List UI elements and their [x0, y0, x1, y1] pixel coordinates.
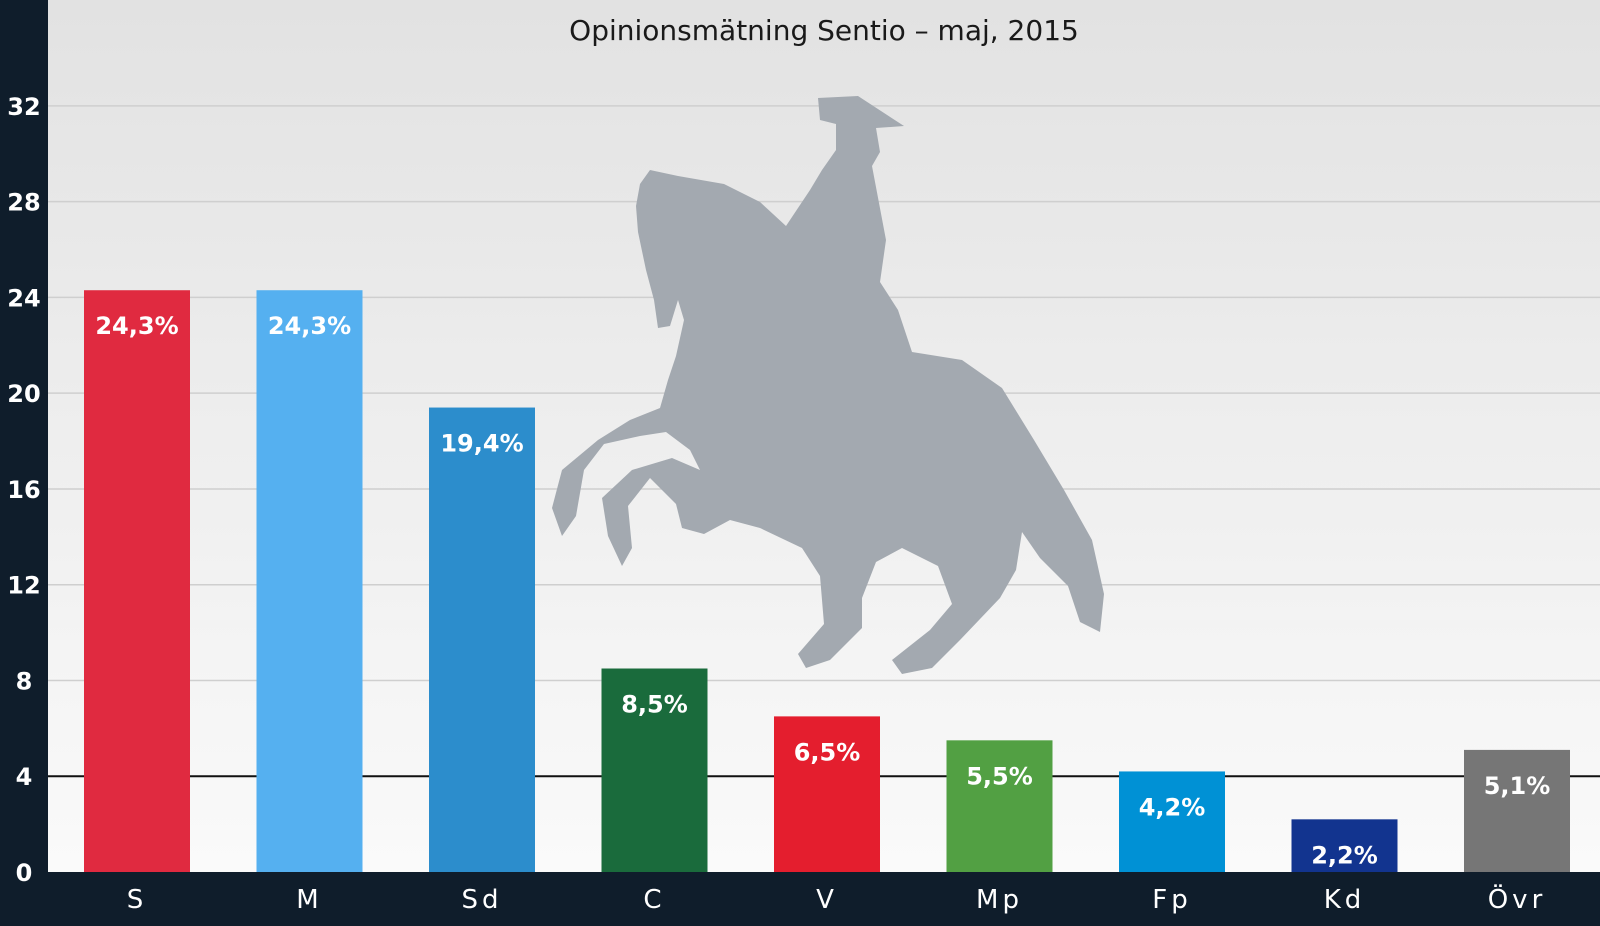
bar-3	[601, 668, 708, 872]
y-tick-label: 20	[7, 380, 40, 408]
value-labels: 24,3% 24,3% 19,4% 8,5% 6,5% 5,5% 4,2% 2,2% 5,1%	[95, 312, 1550, 869]
y-tick-label: 4	[16, 763, 33, 791]
x-axis-panel	[48, 872, 1600, 926]
y-axis-panel	[0, 0, 48, 926]
bars	[84, 290, 1570, 873]
x-axis-ticks: S M Sd C V Mp Fp Kd Övr	[127, 883, 1547, 915]
y-tick-label: 12	[7, 572, 40, 600]
bar-1	[256, 290, 363, 873]
bar-value-label: 24,3%	[95, 312, 178, 340]
horse-rider-watermark	[552, 96, 1104, 674]
x-category-label: Mp	[976, 885, 1023, 915]
bar-value-label: 2,2%	[1311, 841, 1378, 869]
bar-value-label: 6,5%	[794, 738, 861, 766]
bar-5	[946, 740, 1053, 872]
x-category-label: M	[296, 885, 322, 915]
x-category-label: S	[127, 885, 148, 915]
bar-value-label: 24,3%	[268, 312, 351, 340]
y-tick-label: 0	[16, 859, 33, 887]
bar-value-label: 5,5%	[966, 762, 1033, 790]
bar-value-label: 19,4%	[440, 430, 523, 458]
y-axis-ticks: 0 4 8 12 16 20 24 28 32	[7, 93, 40, 887]
bar-0	[84, 290, 190, 873]
x-category-label: Kd	[1324, 885, 1366, 915]
y-tick-label: 16	[7, 476, 40, 504]
y-tick-label: 28	[7, 189, 40, 217]
x-category-label: C	[643, 885, 665, 915]
chart-title: Opinionsmätning Sentio – maj, 2015	[569, 14, 1079, 47]
bar-4	[774, 716, 880, 872]
y-tick-label: 8	[16, 667, 33, 695]
bar-7	[1291, 819, 1398, 872]
bar-2	[429, 407, 535, 872]
x-category-label: Fp	[1152, 885, 1191, 915]
y-tick-label: 32	[7, 93, 40, 121]
x-category-label: V	[816, 885, 838, 915]
bar-value-label: 4,2%	[1139, 793, 1206, 821]
y-tick-label: 24	[7, 284, 40, 312]
x-category-label: Sd	[461, 885, 502, 915]
bar-6	[1119, 771, 1225, 872]
x-category-label: Övr	[1488, 883, 1547, 915]
bar-value-label: 5,1%	[1484, 772, 1551, 800]
bar-value-label: 8,5%	[621, 691, 688, 719]
bar-8	[1464, 749, 1570, 872]
